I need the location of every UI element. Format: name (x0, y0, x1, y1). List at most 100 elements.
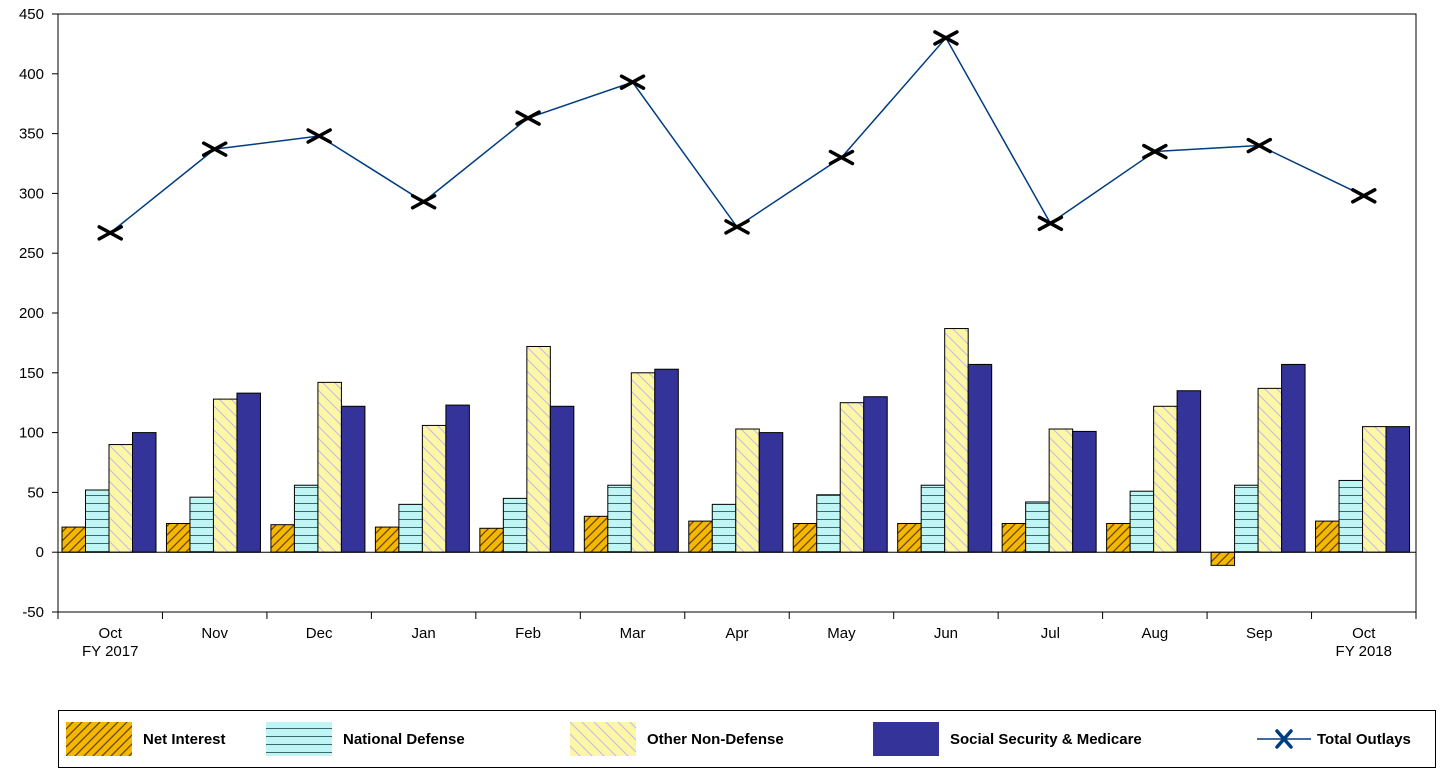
x-tick-label: Sep (1246, 625, 1273, 642)
bar-net-interest (1106, 522, 1131, 553)
legend-item-net-interest: Net Interest (65, 711, 226, 767)
legend-swatch-total-outlays (1257, 729, 1311, 749)
bar-net-interest (897, 522, 922, 553)
marker-total-outlays (1246, 137, 1273, 154)
y-tick-label: 350 (19, 126, 44, 143)
marker-total-outlays (1351, 188, 1377, 204)
bar-other-non-defense (421, 424, 447, 553)
marker-total-outlays (828, 149, 855, 166)
bar-national-defense (1129, 490, 1155, 553)
x-tick-label: Dec (306, 625, 333, 642)
y-tick-label: -50 (22, 604, 44, 621)
legend-swatch-national-defense (266, 722, 332, 756)
marker-total-outlays (933, 30, 959, 46)
y-tick-label: 0 (36, 544, 44, 561)
bar-social-security-medicare (1176, 390, 1202, 553)
x-tick-label: Jun (934, 625, 958, 642)
y-tick-label: 200 (19, 305, 44, 322)
bar-national-defense (920, 484, 946, 553)
bar-net-interest (479, 527, 504, 553)
bar-social-security-medicare (445, 404, 470, 553)
legend-label-social-security-medicare: Social Security & Medicare (950, 730, 1142, 748)
marker-total-outlays (1037, 215, 1064, 232)
legend-label-total-outlays: Total Outlays (1317, 730, 1411, 748)
bar-other-non-defense (630, 372, 656, 553)
bar-national-defense (85, 489, 110, 553)
x-tick-sublabel: FY 2017 (82, 643, 138, 660)
x-tick-label: Nov (201, 625, 228, 642)
bar-national-defense (607, 484, 632, 553)
bar-other-non-defense (1257, 387, 1283, 553)
bar-net-interest (1210, 551, 1236, 566)
bar-social-security-medicare (863, 396, 888, 553)
bar-national-defense (189, 496, 214, 553)
bar-net-interest (165, 522, 191, 553)
bar-national-defense (1338, 479, 1364, 553)
marker-total-outlays (619, 74, 646, 90)
bar-other-non-defense (735, 428, 760, 553)
bar-net-interest (270, 524, 295, 553)
legend-swatch-other-non-defense (570, 722, 636, 756)
marker-total-outlays (1142, 143, 1168, 160)
y-tick-label: 100 (19, 425, 44, 442)
bar-other-non-defense (1048, 428, 1074, 553)
legend-label-net-interest: Net Interest (143, 730, 226, 748)
bar-net-interest (61, 526, 86, 553)
legend-swatch-social-security-medicare (873, 722, 939, 756)
bar-social-security-medicare (549, 405, 575, 553)
x-tick-label: Mar (620, 625, 646, 642)
bar-other-non-defense (1153, 405, 1178, 553)
legend-item-other-non-defense: Other Non-Defense (569, 711, 784, 767)
x-tick-label: Feb (515, 625, 541, 642)
legend-swatch-net-interest (66, 722, 132, 756)
legend-item-social-security-medicare: Social Security & Medicare (872, 711, 1142, 767)
bar-other-non-defense (944, 328, 969, 553)
bar-net-interest (1315, 520, 1340, 553)
bar-other-non-defense (317, 381, 342, 553)
bar-social-security-medicare (1281, 363, 1306, 553)
bar-net-interest (1001, 522, 1027, 553)
bar-social-security-medicare (132, 432, 157, 553)
bar-other-non-defense (839, 402, 865, 553)
x-tick-label: Oct (99, 625, 123, 642)
bar-national-defense (1025, 501, 1050, 553)
bar-net-interest (688, 520, 713, 553)
bar-social-security-medicare (967, 363, 993, 553)
x-tick-label: May (827, 625, 856, 642)
bar-net-interest (792, 522, 818, 553)
bar-net-interest (583, 515, 609, 553)
bar-other-non-defense (212, 398, 238, 553)
bar-social-security-medicare (340, 405, 366, 553)
bar-social-security-medicare (1385, 426, 1411, 553)
marker-total-outlays (515, 110, 541, 126)
bar-net-interest (374, 526, 400, 553)
bar-national-defense (816, 494, 841, 553)
y-tick-label: 50 (27, 484, 44, 501)
legend-item-national-defense: National Defense (265, 711, 465, 767)
line-total-outlays (109, 36, 1365, 234)
y-tick-label: 250 (19, 245, 44, 262)
bar-national-defense (293, 484, 319, 553)
bar-social-security-medicare (1072, 430, 1097, 553)
y-tick-label: 450 (19, 6, 44, 23)
x-tick-label: Aug (1141, 625, 1168, 642)
bar-social-security-medicare (758, 432, 784, 553)
plot-frame (57, 13, 1417, 613)
y-tick-label: 150 (19, 365, 44, 382)
marker-total-outlays (724, 219, 750, 235)
legend: Net Interest National Defense Other No (58, 710, 1436, 768)
bar-national-defense (502, 497, 528, 553)
bar-other-non-defense (108, 444, 133, 553)
bar-national-defense (398, 503, 423, 553)
marker-total-outlays (201, 141, 228, 157)
legend-label-national-defense: National Defense (343, 730, 465, 748)
y-tick-label: 300 (19, 185, 44, 202)
y-tick-label: 400 (19, 66, 44, 83)
marker-total-outlays (410, 194, 437, 210)
legend-label-other-non-defense: Other Non-Defense (647, 730, 784, 748)
x-tick-sublabel: FY 2018 (1336, 643, 1392, 660)
legend-item-total-outlays: Total Outlays (1255, 711, 1411, 767)
x-tick-label: Apr (725, 625, 748, 642)
